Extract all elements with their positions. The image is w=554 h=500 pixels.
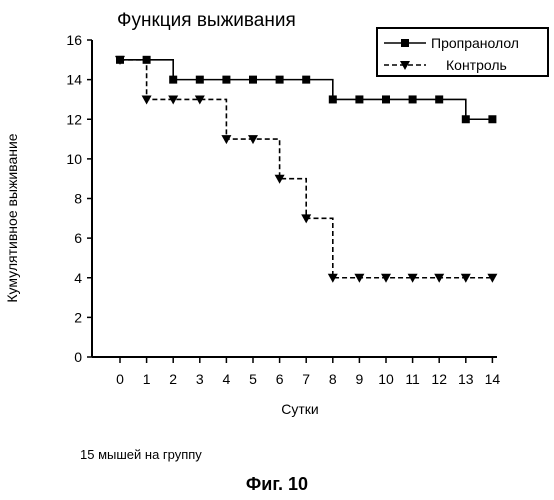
data-point bbox=[169, 76, 177, 84]
footnote: 15 мышей на группу bbox=[80, 447, 202, 462]
data-point bbox=[142, 95, 152, 104]
x-tick-label: 9 bbox=[356, 371, 364, 387]
data-point bbox=[462, 115, 470, 123]
data-point bbox=[355, 95, 363, 103]
x-tick-label: 10 bbox=[378, 371, 394, 387]
chart-ticks: 024681012141601234567891011121314 bbox=[66, 32, 500, 387]
y-tick-label: 8 bbox=[74, 191, 82, 207]
y-axis-label: Кумулятивное выживание bbox=[4, 133, 20, 302]
x-tick-label: 11 bbox=[405, 371, 420, 387]
x-tick-label: 12 bbox=[431, 371, 447, 387]
y-tick-label: 10 bbox=[66, 151, 82, 167]
chart-axes bbox=[92, 40, 497, 357]
legend-label-control: Контроль bbox=[446, 57, 507, 73]
x-tick-label: 8 bbox=[329, 371, 337, 387]
y-tick-label: 16 bbox=[66, 32, 82, 48]
x-tick-label: 7 bbox=[302, 371, 310, 387]
x-tick-label: 0 bbox=[116, 371, 124, 387]
series-line bbox=[120, 60, 492, 278]
series-1 bbox=[115, 56, 497, 283]
data-point bbox=[382, 95, 390, 103]
data-point bbox=[409, 95, 417, 103]
x-tick-label: 14 bbox=[485, 371, 501, 387]
chart-series bbox=[115, 56, 497, 283]
figure-caption: Фиг. 10 bbox=[0, 474, 554, 495]
data-point bbox=[435, 95, 443, 103]
data-point bbox=[488, 115, 496, 123]
y-tick-label: 0 bbox=[74, 349, 82, 365]
legend-label-propranolol: Пропранолол bbox=[431, 35, 519, 51]
x-tick-label: 2 bbox=[169, 371, 177, 387]
x-axis-label: Сутки bbox=[281, 401, 318, 417]
data-point bbox=[249, 76, 257, 84]
y-tick-label: 4 bbox=[74, 270, 82, 286]
data-point bbox=[329, 95, 337, 103]
x-tick-label: 13 bbox=[458, 371, 474, 387]
y-tick-label: 2 bbox=[74, 309, 82, 325]
x-tick-label: 5 bbox=[249, 371, 257, 387]
chart-title: Функция выживания bbox=[117, 10, 296, 31]
x-tick-label: 3 bbox=[196, 371, 204, 387]
data-point bbox=[222, 76, 230, 84]
data-point bbox=[196, 76, 204, 84]
x-tick-label: 6 bbox=[276, 371, 284, 387]
data-point bbox=[276, 76, 284, 84]
x-tick-label: 4 bbox=[223, 371, 231, 387]
data-point bbox=[302, 76, 310, 84]
y-tick-label: 14 bbox=[66, 72, 82, 88]
legend: Пропранолол Контроль bbox=[377, 28, 548, 76]
y-tick-label: 12 bbox=[66, 111, 82, 127]
data-point bbox=[221, 135, 231, 144]
x-tick-label: 1 bbox=[143, 371, 151, 387]
y-tick-label: 6 bbox=[74, 230, 82, 246]
legend-marker-propranolol bbox=[401, 39, 409, 47]
